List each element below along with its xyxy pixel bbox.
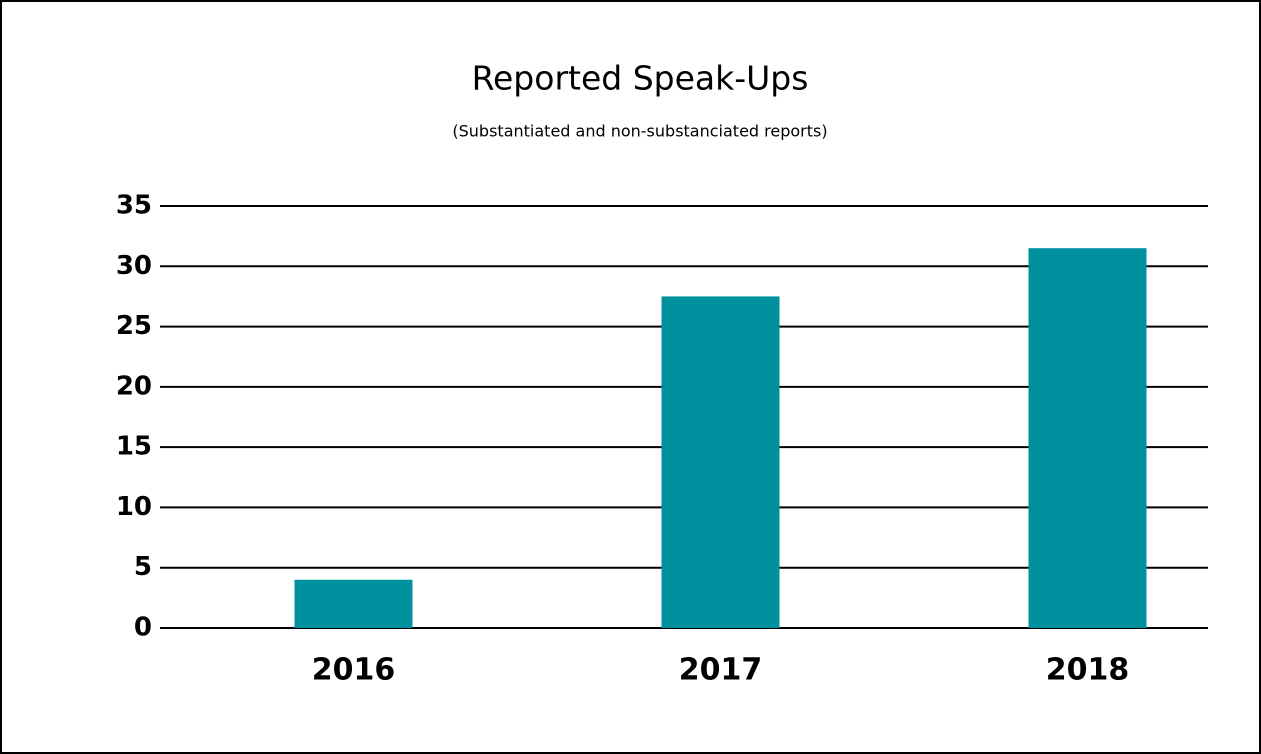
x-tick-label: 2016: [312, 653, 396, 688]
y-tick-label: 5: [134, 552, 152, 582]
y-tick-label: 10: [116, 492, 152, 522]
chart-subtitle: (Substantiated and non-substanciated rep…: [452, 122, 827, 141]
y-tick-label: 30: [116, 251, 152, 281]
bar: [1028, 248, 1147, 628]
bar: [661, 296, 780, 628]
y-tick-label: 20: [116, 371, 152, 401]
bar: [294, 579, 413, 628]
y-tick-label: 0: [134, 613, 152, 643]
y-tick-label: 25: [116, 311, 152, 341]
y-tick-label: 35: [116, 191, 152, 221]
x-tick-label: 2017: [679, 653, 763, 688]
x-tick-label: 2018: [1046, 653, 1130, 688]
y-tick-label: 15: [116, 432, 152, 462]
chart-title: Reported Speak-Ups: [472, 59, 809, 98]
